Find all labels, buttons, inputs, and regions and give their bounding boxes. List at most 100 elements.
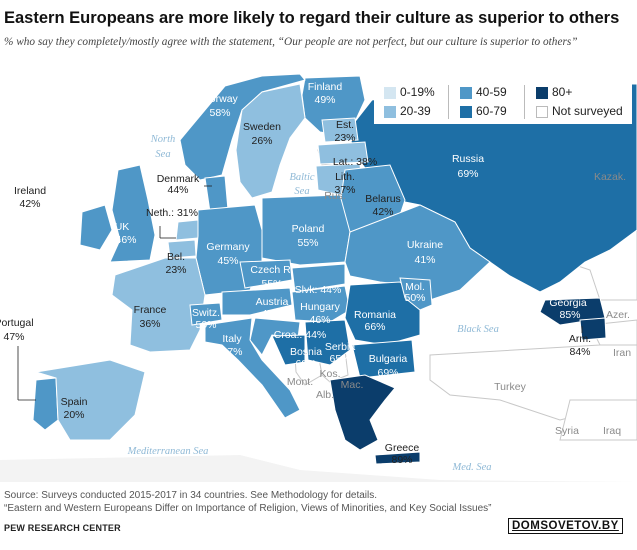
legend-label-2: 40-59 — [476, 85, 507, 99]
source-note: Source: Surveys conducted 2015-2017 in 3… — [4, 489, 491, 515]
label-ireland-name: Ireland — [14, 185, 46, 197]
label-germany-name: Germany — [206, 241, 250, 253]
label-ukraine-name: Ukraine — [407, 239, 443, 251]
label-sweden-name: Sweden — [243, 121, 281, 133]
label-bulgaria-value: 69% — [377, 367, 398, 379]
label-belarus-value: 42% — [372, 206, 393, 218]
country-netherlands — [175, 219, 199, 241]
report-title: “Eastern and Western Europeans Differ on… — [4, 503, 492, 514]
label-denmark-name: Denmark — [157, 173, 200, 185]
label-serbia-name: Serbia — [325, 341, 356, 353]
country-ukraine — [344, 204, 491, 301]
legend-swatch-3 — [460, 106, 472, 118]
legend-swatch-0 — [384, 87, 396, 99]
label-bosnia-name: Bosnia — [290, 346, 322, 358]
label-leader-lines — [17, 185, 583, 401]
country-italy — [204, 317, 301, 419]
label-ireland-value: 42% — [19, 198, 40, 210]
label-unsurveyed-2: Azer. — [606, 309, 630, 321]
chart-subtitle: % who say they completely/mostly agree w… — [4, 36, 578, 48]
label-italy-name: Italy — [222, 333, 242, 345]
label-unsurveyed-0: Kazak. — [594, 171, 626, 183]
label-slovakia: Slvk: 44% — [295, 284, 342, 296]
sea-label-0-b: Sea — [155, 149, 170, 160]
label-lithuania-name: Lith. — [335, 171, 355, 183]
legend-label-1: 20-39 — [400, 104, 431, 118]
label-belarus-name: Belarus — [365, 193, 401, 205]
country-greece — [329, 374, 396, 451]
label-portugal-value: 47% — [3, 331, 24, 343]
label-romania-value: 66% — [364, 321, 385, 333]
label-russia-name: Russia — [452, 153, 484, 165]
chart-title: Eastern Europeans are more likely to reg… — [4, 9, 620, 27]
label-latvia: Lat.: 38% — [333, 156, 377, 168]
legend-swatch-2 — [460, 87, 472, 99]
label-germany-value: 45% — [217, 255, 238, 267]
publisher-brand: PEW RESEARCH CENTER — [4, 523, 121, 533]
label-greece-value: 89% — [391, 454, 412, 466]
sea-label-3: Mediterranean Sea — [127, 446, 209, 457]
label-belgium-value: 23% — [165, 264, 186, 276]
label-lithuania-value: 37% — [334, 184, 355, 196]
label-unsurveyed-1: Rus. — [324, 190, 346, 202]
country-serbia — [304, 319, 351, 366]
country-czech — [239, 259, 293, 289]
label-greece-name: Greece — [385, 442, 420, 454]
country-greece-crete — [374, 451, 421, 465]
legend-swatch-1 — [384, 106, 396, 118]
label-austria-name: Austria — [256, 296, 289, 308]
country-armenia — [579, 317, 607, 341]
label-estonia-value: 23% — [334, 132, 355, 144]
source-text: Source: Surveys conducted 2015-2017 in 3… — [4, 490, 378, 501]
label-norway-value: 58% — [209, 107, 230, 119]
legend-swatch-5 — [536, 106, 548, 118]
label-unsurveyed-10: Mac. — [341, 379, 364, 391]
label-france-name: France — [134, 304, 167, 316]
legend-divider — [448, 85, 449, 119]
country-spain — [35, 359, 146, 441]
sea-label-4: Med. Sea — [451, 462, 491, 473]
label-ukraine-value: 41% — [414, 254, 435, 266]
label-czech-name: Czech R. — [250, 264, 293, 276]
label-unsurveyed-3: Iran — [613, 347, 631, 359]
country-france — [111, 257, 206, 353]
label-switzerland-value: 50% — [195, 319, 216, 331]
label-portugal-name: Portugal — [0, 317, 34, 329]
country-austria — [221, 287, 293, 316]
label-russia-value: 69% — [457, 168, 478, 180]
label-spain-value: 20% — [63, 409, 84, 421]
label-armenia-name: Arm. — [569, 333, 591, 345]
label-spain-name: Spain — [61, 396, 88, 408]
europe-map: Finland49%Norway58%Sweden26%Est.23%Russi… — [0, 72, 637, 482]
country-portugal — [32, 377, 59, 431]
label-uk-name: UK — [115, 221, 130, 233]
label-unsurveyed-7: Mont. — [287, 376, 313, 388]
label-switzerland-name: Switz. — [192, 307, 220, 319]
label-moldova-value: 50% — [404, 292, 425, 304]
country-slovakia — [291, 263, 346, 293]
country-latvia — [317, 141, 369, 165]
label-norway-name: Norway — [202, 93, 238, 105]
label-poland-value: 55% — [297, 237, 318, 249]
label-italy-value: 47% — [221, 346, 242, 358]
country-bulgaria — [351, 339, 416, 379]
label-bosnia-value: 68% — [295, 358, 316, 370]
label-estonia-name: Est. — [336, 119, 354, 131]
label-finland-value: 49% — [314, 94, 335, 106]
label-serbia-value: 65% — [329, 353, 350, 365]
country-switzerland — [189, 302, 223, 326]
label-romania-name: Romania — [354, 309, 396, 321]
country-labels: Finland49%Norway58%Sweden26%Est.23%Russi… — [0, 81, 631, 473]
label-unsurveyed-9: Alb. — [316, 389, 334, 401]
label-armenia-value: 84% — [569, 346, 590, 358]
label-sweden-value: 26% — [251, 135, 272, 147]
label-austria-value: 47% — [261, 308, 282, 320]
country-estonia — [321, 117, 359, 143]
country-ireland — [79, 204, 113, 251]
legend: 0-19% 20-39 40-59 60-79 80+ Not surveyed — [374, 80, 632, 124]
country-uk — [109, 164, 156, 263]
label-hungary-value: 46% — [309, 314, 330, 326]
legend-label-4: 80+ — [552, 85, 573, 99]
country-hungary — [291, 285, 351, 323]
label-georgia-value: 85% — [559, 309, 580, 321]
